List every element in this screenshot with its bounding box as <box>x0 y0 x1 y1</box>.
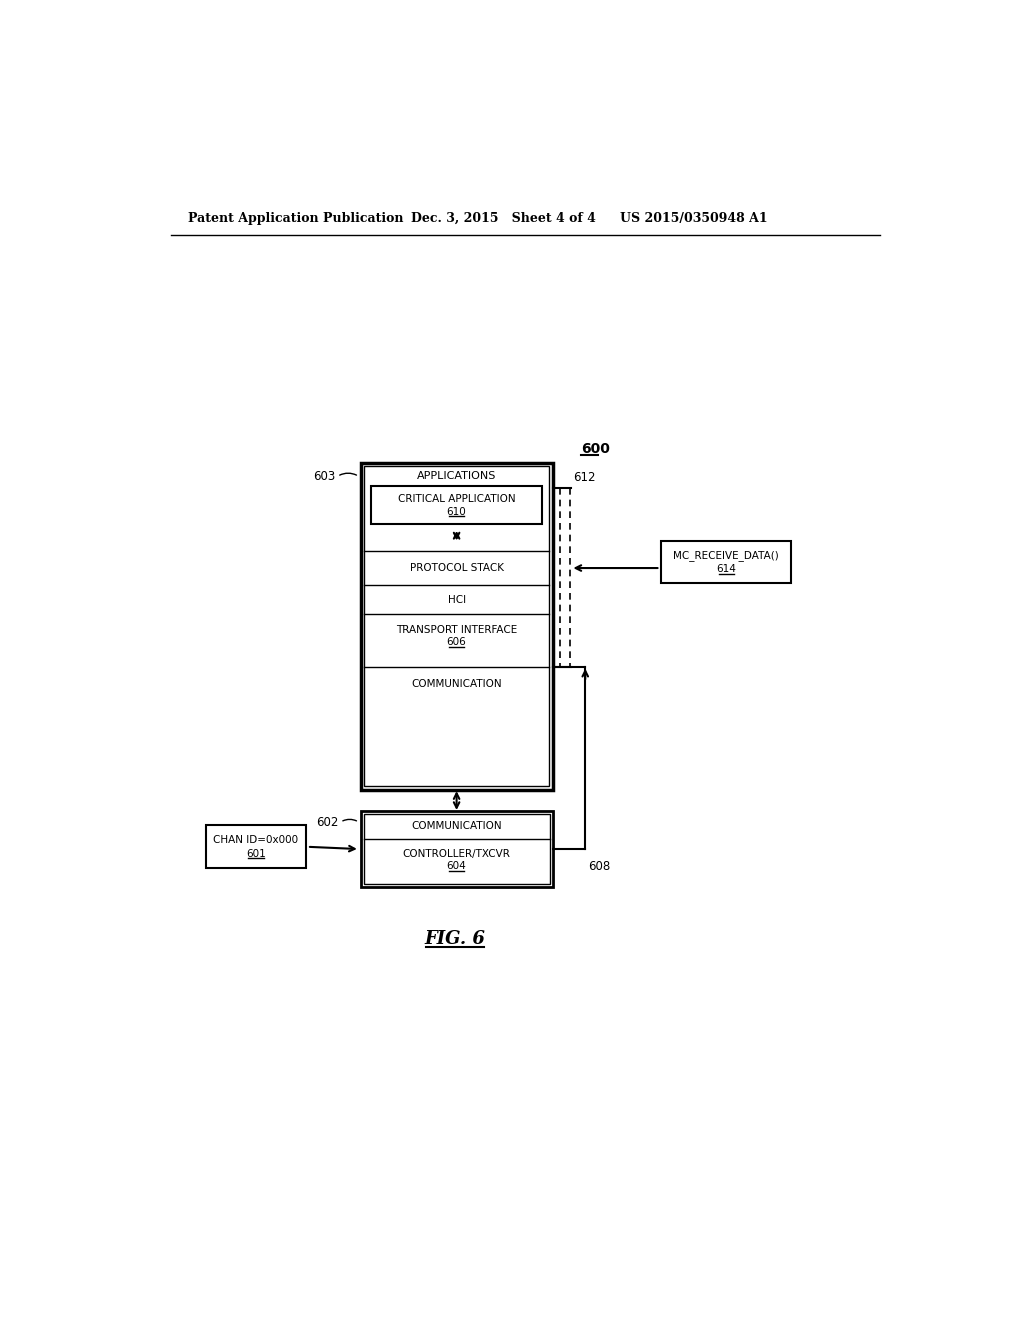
Text: FIG. 6: FIG. 6 <box>425 931 485 948</box>
Text: 601: 601 <box>246 849 266 859</box>
Text: COMMUNICATION: COMMUNICATION <box>412 678 502 689</box>
Text: 612: 612 <box>572 471 595 483</box>
Text: APPLICATIONS: APPLICATIONS <box>417 471 497 482</box>
FancyArrowPatch shape <box>343 820 356 821</box>
Text: MC_RECEIVE_DATA(): MC_RECEIVE_DATA() <box>674 550 779 561</box>
Bar <box>662 541 792 583</box>
Bar <box>364 814 550 884</box>
Text: 606: 606 <box>446 638 467 647</box>
Text: CHAN ID=0x000: CHAN ID=0x000 <box>213 834 298 845</box>
Bar <box>360 812 553 887</box>
Bar <box>372 486 542 524</box>
Bar <box>360 462 553 789</box>
Text: 608: 608 <box>589 859 610 873</box>
Text: 604: 604 <box>446 861 467 871</box>
Text: US 2015/0350948 A1: US 2015/0350948 A1 <box>621 213 768 224</box>
Text: COMMUNICATION: COMMUNICATION <box>412 821 502 832</box>
Text: Dec. 3, 2015   Sheet 4 of 4: Dec. 3, 2015 Sheet 4 of 4 <box>411 213 596 224</box>
Text: 602: 602 <box>316 816 339 829</box>
Text: 614: 614 <box>717 564 736 574</box>
Text: CRITICAL APPLICATION: CRITICAL APPLICATION <box>397 494 515 504</box>
Bar <box>206 825 306 869</box>
Text: HCI: HCI <box>447 594 466 605</box>
Text: 603: 603 <box>313 470 336 483</box>
Text: PROTOCOL STACK: PROTOCOL STACK <box>410 564 504 573</box>
Text: Patent Application Publication: Patent Application Publication <box>188 213 403 224</box>
Text: 610: 610 <box>446 507 467 517</box>
Bar <box>365 466 549 785</box>
Text: 600: 600 <box>582 442 610 455</box>
Text: TRANSPORT INTERFACE: TRANSPORT INTERFACE <box>396 624 517 635</box>
FancyArrowPatch shape <box>340 473 356 475</box>
Text: CONTROLLER/TXCVR: CONTROLLER/TXCVR <box>402 849 511 859</box>
